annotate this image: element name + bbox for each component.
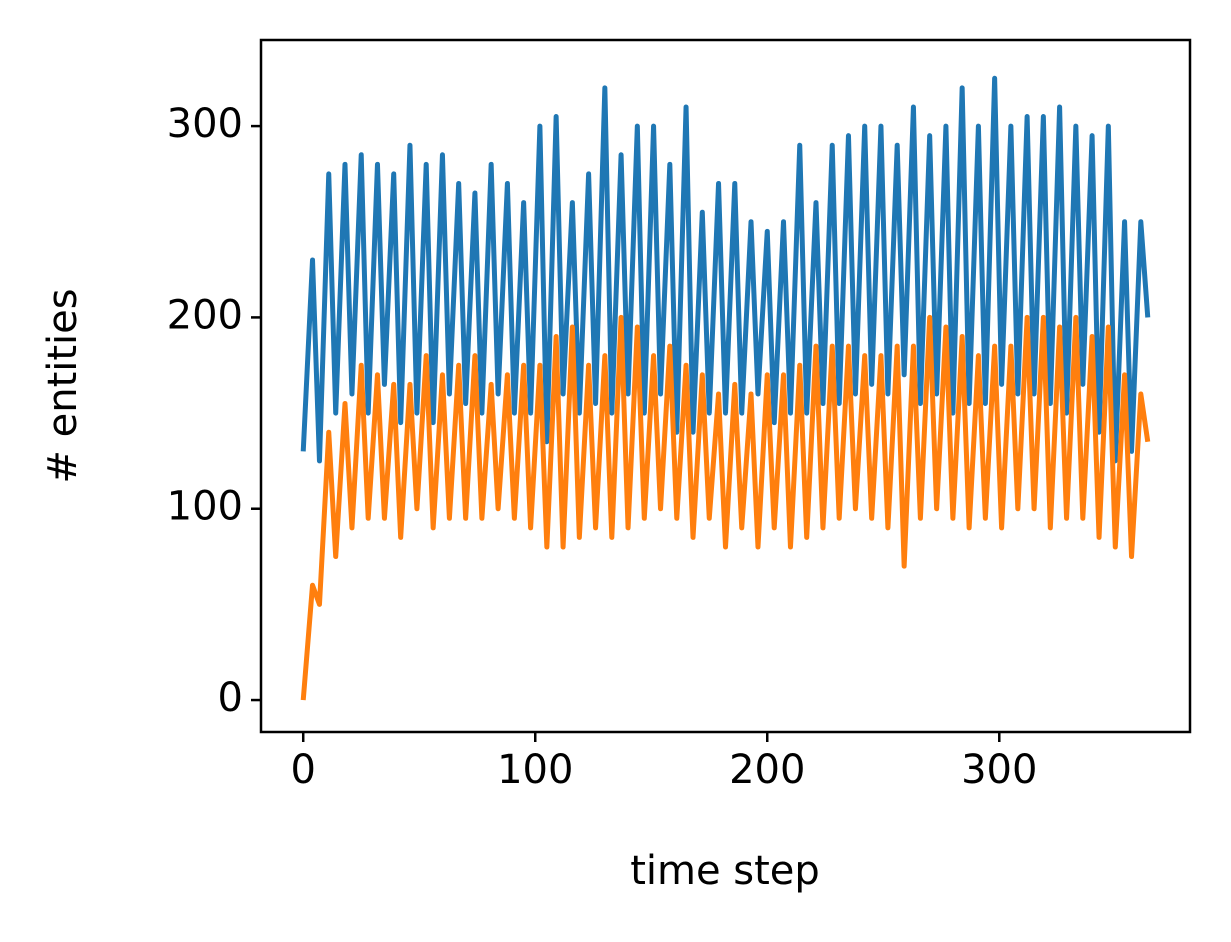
x-tick-label: 300 — [961, 747, 1037, 793]
x-tick-label: 100 — [497, 747, 573, 793]
y-tick-label: 100 — [167, 484, 243, 530]
y-tick-label: 300 — [167, 101, 243, 147]
y-tick-label: 0 — [218, 675, 243, 721]
series-line — [300, 314, 1151, 701]
plot-frame — [259, 38, 1192, 734]
y-axis-label: # entities — [40, 288, 86, 483]
y-tick-label: 200 — [167, 292, 243, 338]
x-tick-label: 0 — [291, 747, 316, 793]
x-tick-label: 200 — [729, 747, 805, 793]
x-axis-label: time step — [630, 848, 820, 894]
series-line — [300, 75, 1151, 464]
